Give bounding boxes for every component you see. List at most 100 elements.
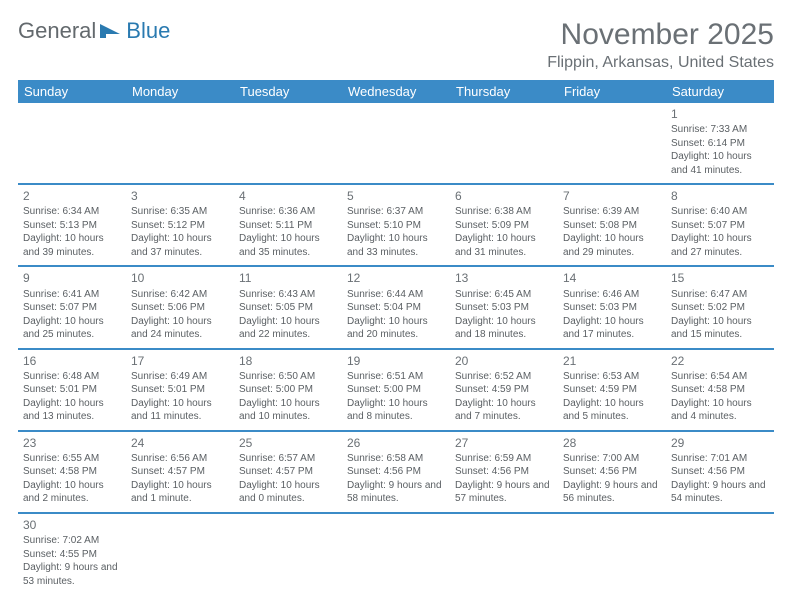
day-number: 13 — [455, 270, 553, 286]
sunset-text: Sunset: 5:06 PM — [131, 301, 229, 315]
day-header-row: SundayMondayTuesdayWednesdayThursdayFrid… — [18, 80, 774, 103]
day-number: 9 — [23, 270, 121, 286]
sunrise-text: Sunrise: 6:53 AM — [563, 370, 661, 384]
day-header: Friday — [558, 80, 666, 103]
sunset-text: Sunset: 5:09 PM — [455, 219, 553, 233]
sunrise-text: Sunrise: 6:41 AM — [23, 288, 121, 302]
day-number: 20 — [455, 353, 553, 369]
calendar-day-cell — [342, 513, 450, 594]
daylight-text: Daylight: 10 hours and 25 minutes. — [23, 315, 121, 342]
daylight-text: Daylight: 10 hours and 35 minutes. — [239, 232, 337, 259]
day-number: 30 — [23, 517, 121, 533]
sunset-text: Sunset: 6:14 PM — [671, 137, 769, 151]
calendar-week-row: 9Sunrise: 6:41 AMSunset: 5:07 PMDaylight… — [18, 266, 774, 348]
calendar-day-cell: 8Sunrise: 6:40 AMSunset: 5:07 PMDaylight… — [666, 184, 774, 266]
sunset-text: Sunset: 5:03 PM — [455, 301, 553, 315]
sunset-text: Sunset: 5:04 PM — [347, 301, 445, 315]
daylight-text: Daylight: 10 hours and 10 minutes. — [239, 397, 337, 424]
day-number: 25 — [239, 435, 337, 451]
calendar-day-cell — [558, 103, 666, 184]
sunrise-text: Sunrise: 6:57 AM — [239, 452, 337, 466]
daylight-text: Daylight: 10 hours and 4 minutes. — [671, 397, 769, 424]
sunset-text: Sunset: 5:01 PM — [131, 383, 229, 397]
sunset-text: Sunset: 5:05 PM — [239, 301, 337, 315]
calendar-day-cell — [558, 513, 666, 594]
calendar-day-cell — [450, 103, 558, 184]
day-number: 14 — [563, 270, 661, 286]
day-number: 29 — [671, 435, 769, 451]
daylight-text: Daylight: 10 hours and 37 minutes. — [131, 232, 229, 259]
sunrise-text: Sunrise: 6:59 AM — [455, 452, 553, 466]
calendar-day-cell: 28Sunrise: 7:00 AMSunset: 4:56 PMDayligh… — [558, 431, 666, 513]
calendar-day-cell: 4Sunrise: 6:36 AMSunset: 5:11 PMDaylight… — [234, 184, 342, 266]
sunset-text: Sunset: 5:08 PM — [563, 219, 661, 233]
logo-text-general: General — [18, 18, 96, 44]
sunset-text: Sunset: 5:10 PM — [347, 219, 445, 233]
calendar-week-row: 1Sunrise: 7:33 AMSunset: 6:14 PMDaylight… — [18, 103, 774, 184]
daylight-text: Daylight: 10 hours and 31 minutes. — [455, 232, 553, 259]
sunrise-text: Sunrise: 6:54 AM — [671, 370, 769, 384]
sunset-text: Sunset: 5:00 PM — [239, 383, 337, 397]
sunrise-text: Sunrise: 6:45 AM — [455, 288, 553, 302]
sunrise-text: Sunrise: 6:51 AM — [347, 370, 445, 384]
calendar-day-cell: 9Sunrise: 6:41 AMSunset: 5:07 PMDaylight… — [18, 266, 126, 348]
day-header: Wednesday — [342, 80, 450, 103]
calendar-day-cell: 22Sunrise: 6:54 AMSunset: 4:58 PMDayligh… — [666, 349, 774, 431]
calendar-day-cell: 18Sunrise: 6:50 AMSunset: 5:00 PMDayligh… — [234, 349, 342, 431]
calendar-day-cell: 27Sunrise: 6:59 AMSunset: 4:56 PMDayligh… — [450, 431, 558, 513]
sunrise-text: Sunrise: 7:00 AM — [563, 452, 661, 466]
day-number: 6 — [455, 188, 553, 204]
page-title: November 2025 — [547, 18, 774, 52]
daylight-text: Daylight: 10 hours and 39 minutes. — [23, 232, 121, 259]
daylight-text: Daylight: 10 hours and 5 minutes. — [563, 397, 661, 424]
sunset-text: Sunset: 5:07 PM — [671, 219, 769, 233]
day-number: 18 — [239, 353, 337, 369]
calendar-table: SundayMondayTuesdayWednesdayThursdayFrid… — [18, 80, 774, 594]
sunset-text: Sunset: 5:00 PM — [347, 383, 445, 397]
title-block: November 2025 Flippin, Arkansas, United … — [547, 18, 774, 72]
day-header: Tuesday — [234, 80, 342, 103]
sunrise-text: Sunrise: 6:37 AM — [347, 205, 445, 219]
calendar-day-cell — [18, 103, 126, 184]
calendar-day-cell: 24Sunrise: 6:56 AMSunset: 4:57 PMDayligh… — [126, 431, 234, 513]
day-number: 27 — [455, 435, 553, 451]
day-number: 26 — [347, 435, 445, 451]
day-number: 2 — [23, 188, 121, 204]
calendar-week-row: 30Sunrise: 7:02 AMSunset: 4:55 PMDayligh… — [18, 513, 774, 594]
calendar-day-cell: 1Sunrise: 7:33 AMSunset: 6:14 PMDaylight… — [666, 103, 774, 184]
sunset-text: Sunset: 4:57 PM — [239, 465, 337, 479]
day-number: 3 — [131, 188, 229, 204]
sunset-text: Sunset: 4:55 PM — [23, 548, 121, 562]
daylight-text: Daylight: 10 hours and 29 minutes. — [563, 232, 661, 259]
sunrise-text: Sunrise: 6:35 AM — [131, 205, 229, 219]
daylight-text: Daylight: 10 hours and 8 minutes. — [347, 397, 445, 424]
sunrise-text: Sunrise: 6:55 AM — [23, 452, 121, 466]
day-number: 15 — [671, 270, 769, 286]
sunrise-text: Sunrise: 6:49 AM — [131, 370, 229, 384]
calendar-day-cell — [666, 513, 774, 594]
sunrise-text: Sunrise: 6:44 AM — [347, 288, 445, 302]
sunrise-text: Sunrise: 6:58 AM — [347, 452, 445, 466]
day-number: 12 — [347, 270, 445, 286]
day-number: 23 — [23, 435, 121, 451]
day-number: 7 — [563, 188, 661, 204]
calendar-day-cell: 26Sunrise: 6:58 AMSunset: 4:56 PMDayligh… — [342, 431, 450, 513]
daylight-text: Daylight: 10 hours and 7 minutes. — [455, 397, 553, 424]
calendar-day-cell: 2Sunrise: 6:34 AMSunset: 5:13 PMDaylight… — [18, 184, 126, 266]
day-header: Sunday — [18, 80, 126, 103]
day-number: 28 — [563, 435, 661, 451]
daylight-text: Daylight: 9 hours and 58 minutes. — [347, 479, 445, 506]
calendar-day-cell: 20Sunrise: 6:52 AMSunset: 4:59 PMDayligh… — [450, 349, 558, 431]
sunrise-text: Sunrise: 7:33 AM — [671, 123, 769, 137]
calendar-day-cell: 29Sunrise: 7:01 AMSunset: 4:56 PMDayligh… — [666, 431, 774, 513]
daylight-text: Daylight: 10 hours and 17 minutes. — [563, 315, 661, 342]
day-number: 21 — [563, 353, 661, 369]
sunrise-text: Sunrise: 6:40 AM — [671, 205, 769, 219]
calendar-day-cell: 14Sunrise: 6:46 AMSunset: 5:03 PMDayligh… — [558, 266, 666, 348]
daylight-text: Daylight: 9 hours and 56 minutes. — [563, 479, 661, 506]
sunrise-text: Sunrise: 6:42 AM — [131, 288, 229, 302]
sunset-text: Sunset: 5:01 PM — [23, 383, 121, 397]
day-number: 16 — [23, 353, 121, 369]
daylight-text: Daylight: 9 hours and 53 minutes. — [23, 561, 121, 588]
calendar-day-cell: 12Sunrise: 6:44 AMSunset: 5:04 PMDayligh… — [342, 266, 450, 348]
